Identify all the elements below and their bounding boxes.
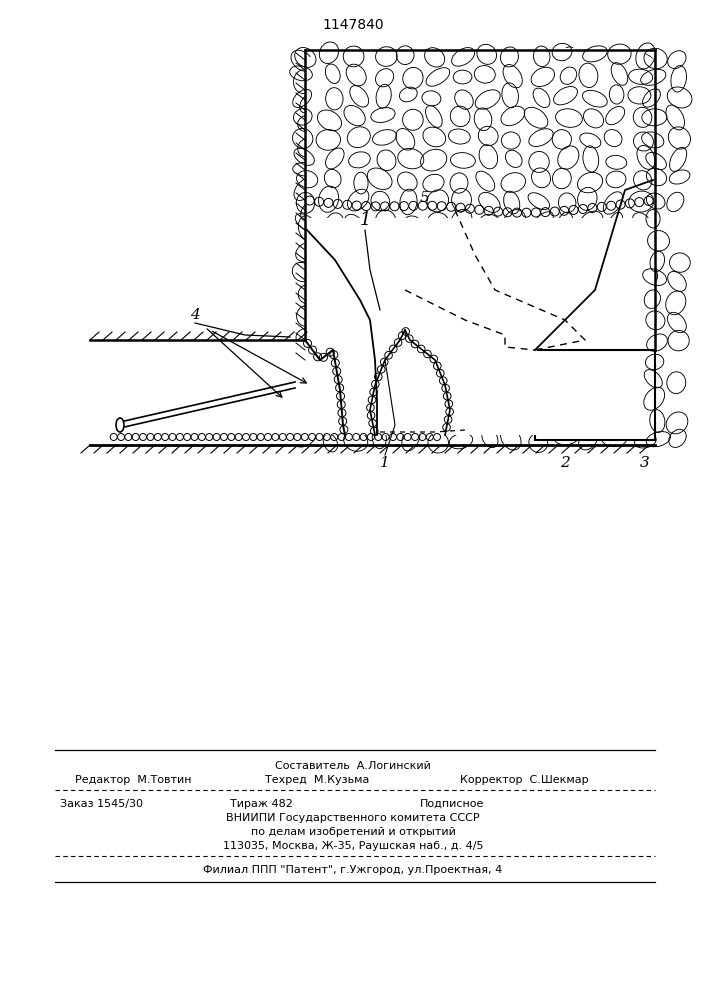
Polygon shape — [305, 48, 655, 435]
Polygon shape — [535, 350, 655, 440]
Text: Заказ 1545/30: Заказ 1545/30 — [60, 799, 143, 809]
Text: Редактор  М.Товтин: Редактор М.Товтин — [75, 775, 192, 785]
Text: Тираж 482: Тираж 482 — [230, 799, 293, 809]
Text: Техред  М.Кузьма: Техред М.Кузьма — [265, 775, 369, 785]
Ellipse shape — [116, 418, 124, 432]
Polygon shape — [307, 62, 653, 348]
Text: Составитель  А.Логинский: Составитель А.Логинский — [275, 761, 431, 771]
Polygon shape — [305, 62, 655, 213]
Text: Корректор  С.Шекмар: Корректор С.Шекмар — [460, 775, 589, 785]
Polygon shape — [307, 218, 653, 435]
Text: 4: 4 — [190, 308, 200, 322]
Polygon shape — [370, 330, 450, 435]
Polygon shape — [305, 340, 345, 435]
Text: ВНИИПИ Государственного комитета СССР: ВНИИПИ Государственного комитета СССР — [226, 813, 480, 823]
Text: 1: 1 — [359, 211, 370, 229]
Text: 1: 1 — [380, 456, 390, 470]
Polygon shape — [90, 340, 305, 445]
Text: 3: 3 — [640, 456, 650, 470]
Text: по делам изобретений и открытий: по делам изобретений и открытий — [250, 827, 455, 837]
Text: 2: 2 — [560, 456, 570, 470]
Text: 5: 5 — [420, 191, 430, 205]
Text: Подписное: Подписное — [420, 799, 484, 809]
Polygon shape — [307, 62, 653, 348]
Text: Филиал ППП "Патент", г.Ужгород, ул.Проектная, 4: Филиал ППП "Патент", г.Ужгород, ул.Проек… — [204, 865, 503, 875]
Text: 113035, Москва, Ж-35, Раушская наб., д. 4/5: 113035, Москва, Ж-35, Раушская наб., д. … — [223, 841, 484, 851]
Text: 1147840: 1147840 — [322, 18, 384, 32]
